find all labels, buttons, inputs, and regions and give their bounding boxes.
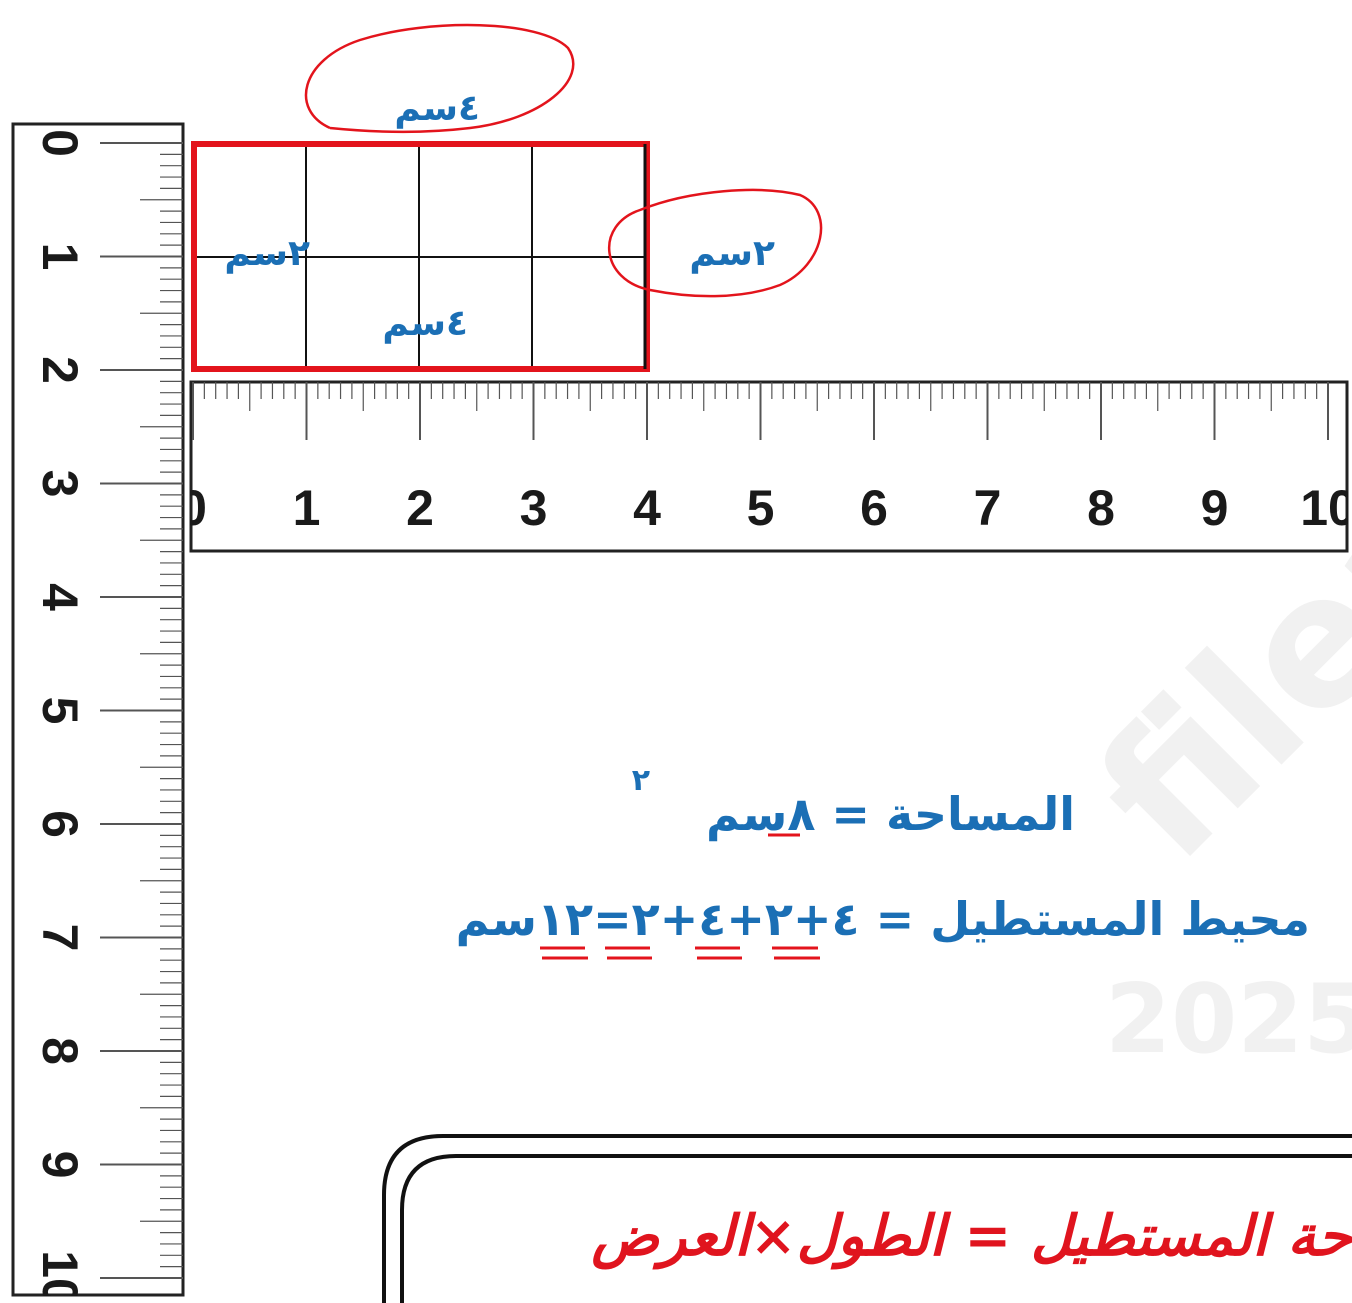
ruler-label: 9: [32, 1151, 88, 1179]
ruler-label: 10: [1300, 480, 1352, 536]
ruler-label: 3: [520, 480, 548, 536]
right-label: ٢سم: [689, 233, 775, 274]
ruler-label: 0: [32, 129, 88, 157]
ruler-label: 7: [974, 480, 1002, 536]
formula-text: حة المستطيل = الطول×العرض: [591, 1203, 1352, 1270]
area-text: المساحة = ٨سم: [706, 787, 1075, 841]
box-outer: [382, 1134, 1352, 1303]
ruler-label: 3: [32, 470, 88, 498]
ruler-label: 9: [1201, 480, 1229, 536]
rectangle: [191, 141, 650, 372]
ruler-label: 1: [32, 243, 88, 271]
ruler-label: 7: [32, 924, 88, 952]
horizontal-ruler: [189, 380, 1349, 553]
ruler-label: 5: [747, 480, 775, 536]
ruler-label: 2: [406, 480, 434, 536]
box-inner: [400, 1154, 1352, 1303]
top-label: ٤سم: [394, 88, 480, 129]
ruler-label: 10: [32, 1250, 88, 1303]
ruler-label: 6: [32, 810, 88, 838]
perimeter-underlines: [540, 946, 820, 960]
ruler-label: 5: [32, 697, 88, 725]
ellipse-right: [607, 188, 823, 298]
ruler-label: 6: [860, 480, 888, 536]
vertical-ticks: 0 1 2 3 4 5 6 7 8 9 10: [32, 129, 183, 1303]
ruler-label: 4: [633, 480, 661, 536]
ruler-label: 0: [179, 480, 207, 536]
area-exponent: ٢: [632, 763, 650, 798]
ruler-label: 8: [32, 1037, 88, 1065]
ruler-label: 8: [1087, 480, 1115, 536]
left-label: ٢سم: [224, 233, 310, 274]
perimeter-text: محيط المستطيل = ٤+٢+٤+٢=١٢سم: [456, 892, 1310, 946]
watermark-year: 2025: [1105, 965, 1352, 1075]
ruler-label: 1: [293, 480, 321, 536]
rectangle-grid: [194, 144, 646, 369]
ruler-label: 4: [32, 583, 88, 611]
ruler-label: 2: [32, 356, 88, 384]
ellipse-top: [304, 23, 575, 134]
horizontal-ticks: 0 1 2 3 4 5 6 7 8 9 10: [179, 382, 1352, 536]
bottom-label: ٤سم: [382, 303, 468, 344]
